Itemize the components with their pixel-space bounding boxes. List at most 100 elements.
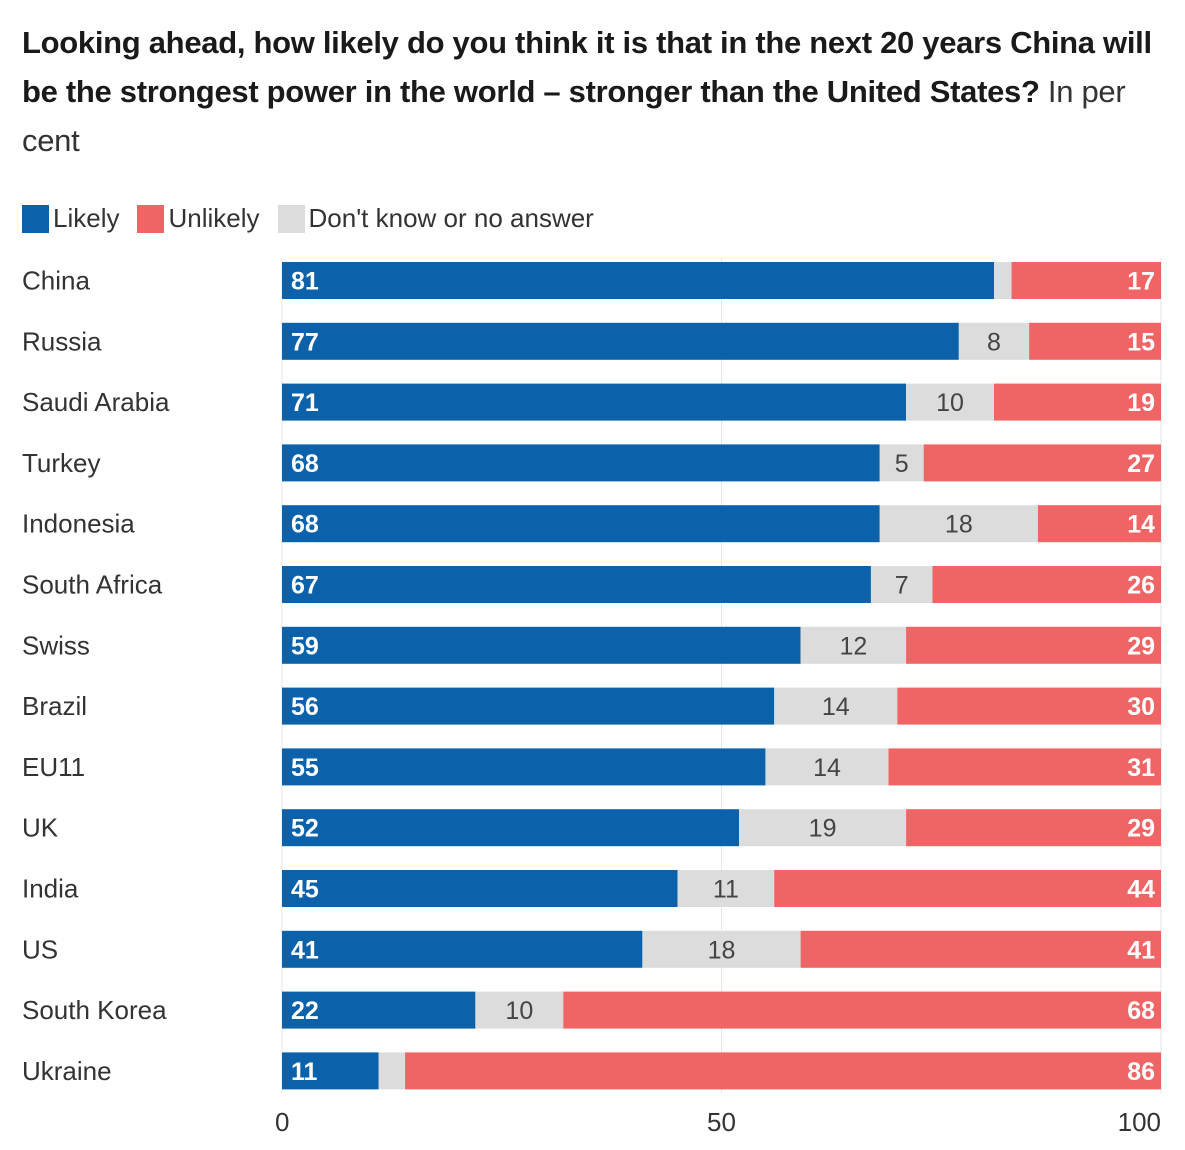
data-label: 10 [505, 997, 533, 1025]
data-label: 11 [713, 876, 739, 904]
data-label: 29 [1127, 632, 1155, 660]
bar-segment-unlikely [1037, 505, 1161, 543]
bar-segment-likely [282, 322, 959, 360]
bar-segment-don-t-know-or-no-answer [993, 262, 1012, 299]
data-label: 77 [291, 328, 319, 356]
data-label: 71 [291, 389, 319, 417]
legend-swatch-dont-know [277, 204, 305, 233]
category-label: US [22, 934, 58, 964]
legend-swatch-unlikely [137, 204, 165, 233]
category-label: Brazil [22, 691, 87, 721]
category-label: EU11 [22, 752, 85, 782]
data-label: 19 [1127, 389, 1155, 417]
data-label: 52 [291, 815, 319, 843]
data-label: 59 [291, 632, 319, 660]
bar-segment-unlikely [774, 870, 1161, 907]
data-label: 5 [895, 450, 909, 478]
category-label: South Africa [22, 570, 163, 600]
bar-segment-likely [282, 687, 775, 725]
category-label: Ukraine [22, 1056, 112, 1086]
bar-segment-don-t-know-or-no-answer [879, 505, 1038, 543]
data-label: 14 [822, 693, 850, 721]
data-label: 18 [945, 511, 973, 539]
bar-segment-unlikely [888, 748, 1161, 786]
data-label: 45 [291, 876, 319, 904]
data-label: 86 [1127, 1058, 1155, 1086]
data-label: 10 [936, 389, 964, 417]
category-label: South Korea [22, 995, 167, 1025]
bar-segment-likely [282, 505, 880, 543]
bar-segment-likely [282, 1052, 379, 1090]
bar-segment-unlikely [405, 1052, 1161, 1090]
bar-segment-likely [282, 809, 740, 847]
data-label: 68 [291, 511, 319, 539]
bar-segment-unlikely [906, 626, 1161, 664]
legend-label-likely: Likely [53, 203, 120, 233]
bar-segment-don-t-know-or-no-answer [774, 687, 898, 725]
data-label: 18 [708, 936, 736, 964]
category-label: India [22, 874, 79, 904]
bar-segment-don-t-know-or-no-answer [378, 1052, 406, 1090]
legend-swatch-likely [22, 204, 49, 233]
legend: Likely Unlikely Don't know or no answer [22, 203, 612, 234]
bar-segment-don-t-know-or-no-answer [870, 566, 933, 603]
data-label: 11 [291, 1058, 318, 1086]
data-label: 31 [1127, 754, 1155, 782]
data-label: 19 [809, 815, 837, 843]
bar-segment-likely [282, 930, 643, 968]
x-tick-label: 0 [275, 1107, 289, 1137]
data-label: 27 [1127, 450, 1155, 478]
bar-segment-don-t-know-or-no-answer [958, 322, 1030, 360]
bar-segment-don-t-know-or-no-answer [642, 930, 801, 968]
bar-segment-don-t-know-or-no-answer [765, 748, 889, 786]
x-tick-label: 50 [707, 1107, 736, 1137]
data-label: 26 [1127, 572, 1155, 600]
chart-subtitle: In per cent [22, 74, 1126, 158]
legend-label-dont-know: Don't know or no answer [308, 203, 594, 233]
data-label: 8 [987, 328, 1001, 356]
data-label: 14 [1127, 511, 1155, 539]
legend-item-dont-know: Don't know or no answer [277, 203, 594, 234]
x-tick-label: 100 [1118, 1107, 1161, 1137]
bar-segment-likely [282, 262, 994, 299]
bar-segment-don-t-know-or-no-answer [800, 626, 907, 664]
bar-segment-likely [282, 748, 766, 786]
bar-segment-unlikely [1029, 322, 1161, 360]
bar-segment-unlikely [897, 687, 1161, 725]
bar-segment-don-t-know-or-no-answer [879, 444, 924, 482]
bar-segment-unlikely [563, 991, 1161, 1029]
data-label: 56 [291, 693, 319, 721]
data-label: 44 [1127, 876, 1155, 904]
bar-segment-unlikely [923, 444, 1161, 482]
legend-item-likely: Likely [22, 203, 119, 234]
data-label: 41 [291, 936, 319, 964]
data-label: 55 [291, 754, 319, 782]
bar-segment-unlikely [993, 383, 1161, 421]
bar-segment-unlikely [1011, 262, 1161, 299]
category-label: China [22, 266, 90, 296]
bar-segment-unlikely [800, 930, 1161, 968]
category-label: Swiss [22, 630, 90, 660]
bar-segment-likely [282, 626, 801, 664]
bar-segment-unlikely [932, 566, 1161, 603]
bar-segment-likely [282, 383, 907, 421]
bar-segment-likely [282, 991, 476, 1029]
data-label: 7 [895, 572, 909, 600]
bar-segment-likely [282, 566, 871, 603]
bar-segment-don-t-know-or-no-answer [677, 870, 775, 907]
data-label: 15 [1127, 328, 1155, 356]
bar-segment-don-t-know-or-no-answer [739, 809, 907, 847]
data-label: 30 [1127, 693, 1155, 721]
legend-item-unlikely: Unlikely [137, 203, 260, 234]
category-label: Saudi Arabia [22, 387, 170, 417]
data-label: 68 [1127, 997, 1155, 1025]
bar-segment-unlikely [906, 809, 1161, 847]
data-label: 14 [813, 754, 841, 782]
category-label: Turkey [22, 448, 101, 478]
chart-title: Looking ahead, how likely do you think i… [22, 18, 1172, 165]
data-label: 68 [291, 450, 319, 478]
chart-title-main: Looking ahead, how likely do you think i… [22, 25, 1152, 109]
category-label: UK [22, 813, 59, 843]
bar-segment-likely [282, 444, 880, 482]
